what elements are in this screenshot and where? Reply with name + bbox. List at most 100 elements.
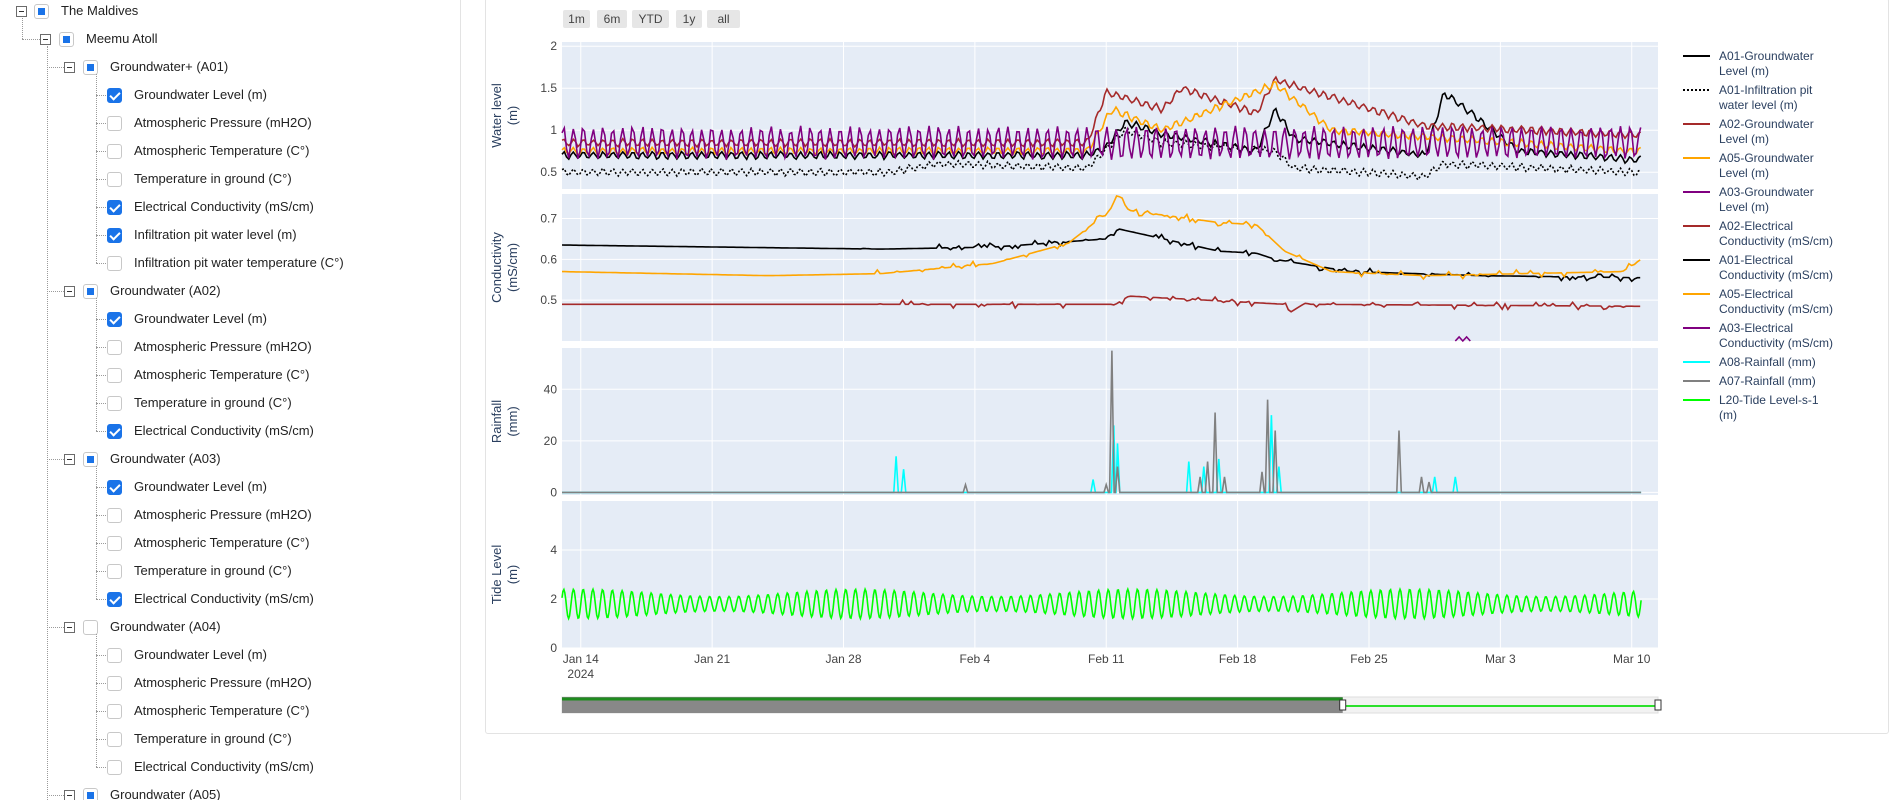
group-checkbox[interactable] [83,60,98,75]
legend-label[interactable]: A01-Electrical [1719,253,1793,267]
sensor-checkbox[interactable] [107,116,122,131]
range-button[interactable]: 1m [563,10,590,28]
legend-label[interactable]: Conductivity (mS/cm) [1719,336,1833,350]
legend-label[interactable]: A08-Rainfall (mm) [1719,355,1816,369]
sensor-checkbox[interactable] [107,424,122,439]
series-line [562,195,1641,281]
sensor-checkbox[interactable] [107,508,122,523]
y-tick-label: 2 [550,592,557,606]
legend-label[interactable]: water level (m) [1718,98,1798,112]
legend-label[interactable]: A02-Groundwater [1719,117,1814,131]
series-line [561,75,1642,149]
series-line [562,350,1642,494]
tree-connector [96,207,108,208]
region-checkbox[interactable] [59,32,74,47]
sensor-label: Electrical Conductivity (mS/cm) [134,423,314,438]
sensor-checkbox[interactable] [107,704,122,719]
sensor-label: Temperature in ground (C°) [134,731,292,746]
sensor-checkbox[interactable] [107,648,122,663]
sensor-checkbox[interactable] [107,396,122,411]
region-collapse-toggle[interactable] [40,34,51,45]
tree-connector [96,739,108,740]
sensor-checkbox[interactable] [107,340,122,355]
tree-connector [96,599,108,600]
y-tick-label: 4 [550,543,557,557]
tree-connector [96,319,108,320]
legend-label[interactable]: Conductivity (mS/cm) [1719,234,1833,248]
group-collapse-toggle[interactable] [64,62,75,73]
group-checkbox[interactable] [83,620,98,635]
sensor-label: Atmospheric Pressure (mH2O) [134,339,312,354]
legend-label[interactable]: A07-Rainfall (mm) [1719,374,1816,388]
series-line [561,126,1642,182]
range-button[interactable]: 1y [676,10,702,28]
y-axis-title: Tide Level [489,545,504,605]
region-label: Meemu Atoll [86,31,158,46]
legend-label[interactable]: A02-Electrical [1719,219,1793,233]
sensor-checkbox[interactable] [107,200,122,215]
y-axis-title: Rainfall [489,400,504,443]
root-checkbox[interactable] [34,4,49,19]
tree-connector [47,459,64,460]
tree-connector [96,487,108,488]
site-tree: The Maldives Meemu Atoll Groundwater+ (A01… [0,0,461,800]
legend-label[interactable]: Conductivity (mS/cm) [1719,268,1833,282]
tree-connector [96,711,108,712]
group-collapse-toggle[interactable] [64,286,75,297]
sensor-checkbox[interactable] [107,88,122,103]
group-collapse-toggle[interactable] [64,790,75,800]
sensor-checkbox[interactable] [107,480,122,495]
sensor-checkbox[interactable] [107,368,122,383]
group-checkbox[interactable] [83,284,98,299]
sensor-checkbox[interactable] [107,228,122,243]
range-slider-handle[interactable] [1339,699,1347,711]
legend-label[interactable]: A03-Electrical [1719,321,1793,335]
legend-label[interactable]: Level (m) [1719,166,1769,180]
range-button[interactable]: YTD [632,10,669,28]
legend-label[interactable]: A01-Infiltration pit [1719,83,1813,97]
legend-label[interactable]: A05-Electrical [1719,287,1793,301]
legend-label[interactable]: A03-Groundwater [1719,185,1814,199]
legend-label[interactable]: Level (m) [1719,64,1769,78]
range-button[interactable]: 6m [597,10,627,28]
legend-label[interactable]: A01-Groundwater [1719,49,1814,63]
sensor-checkbox[interactable] [107,256,122,271]
sensor-checkbox[interactable] [107,312,122,327]
tree-connector [47,627,64,628]
root-collapse-toggle[interactable] [16,6,27,17]
sensor-checkbox[interactable] [107,144,122,159]
series-line [562,295,1641,313]
y-tick-label: 2 [550,39,557,53]
sensor-checkbox[interactable] [107,172,122,187]
legend-label[interactable]: Conductivity (mS/cm) [1719,302,1833,316]
sensor-checkbox[interactable] [107,676,122,691]
group-collapse-toggle[interactable] [64,454,75,465]
y-tick-label: 20 [544,434,558,448]
range-slider-handle[interactable] [1654,699,1662,711]
legend-label[interactable]: (m) [1719,408,1737,422]
legend-label[interactable]: Level (m) [1719,132,1769,146]
tree-connector [96,515,108,516]
group-label: Groundwater (A04) [110,619,221,634]
tree-connector [96,403,108,404]
group-label: Groundwater+ (A01) [110,59,229,74]
x-tick-label: Mar 10 [1613,652,1651,666]
group-collapse-toggle[interactable] [64,622,75,633]
legend-label[interactable]: Level (m) [1719,200,1769,214]
legend-label[interactable]: L20-Tide Level-s-1 [1719,393,1819,407]
sensor-checkbox[interactable] [107,564,122,579]
sensor-checkbox[interactable] [107,760,122,775]
sensor-checkbox[interactable] [107,592,122,607]
x-tick-label: Mar 3 [1485,652,1516,666]
legend-label[interactable]: A05-Groundwater [1719,151,1814,165]
group-checkbox[interactable] [83,452,98,467]
range-button[interactable]: all [707,10,740,28]
y-tick-label: 0.7 [540,212,557,226]
sensor-checkbox[interactable] [107,732,122,747]
y-tick-label: 1.5 [540,81,557,95]
y-tick-label: 0 [550,641,557,655]
group-checkbox[interactable] [83,788,98,800]
sensor-checkbox[interactable] [107,536,122,551]
tree-connector [22,39,40,40]
